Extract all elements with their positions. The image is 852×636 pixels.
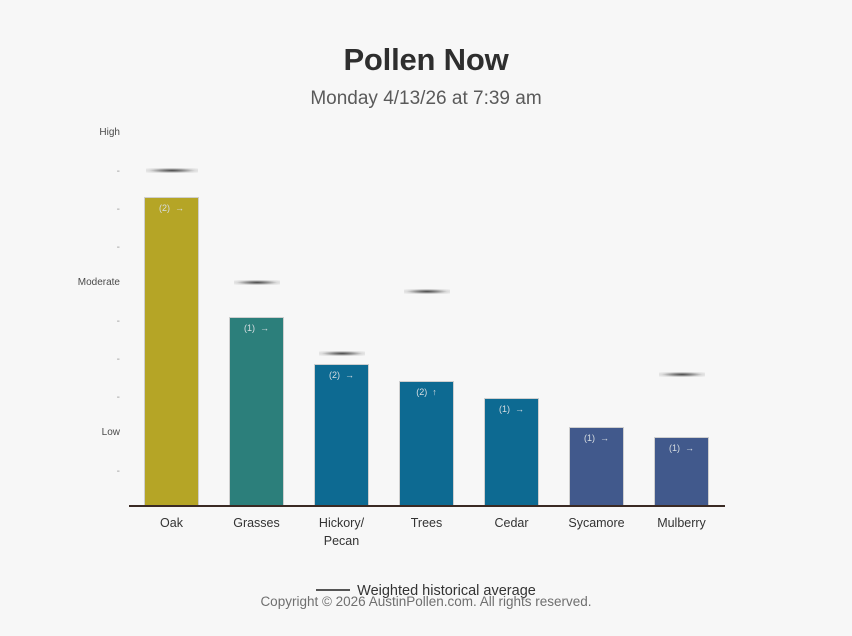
trend-arrow-icon: → (260, 323, 269, 333)
x-axis-category-label: Sycamore (568, 516, 625, 530)
historical-average-marker (658, 372, 705, 377)
x-axis-category-label: Hickory/Pecan (318, 516, 365, 548)
historical-average-marker (403, 289, 450, 294)
bar-trees[interactable]: (2) ↑ (399, 381, 454, 506)
y-axis: High - - - Moderate - - - Low - (0, 0, 123, 636)
bar-value-label: (1) → (485, 404, 538, 414)
bar-value-label: (2) → (145, 203, 198, 213)
legend-label: Weighted historical average (357, 583, 536, 600)
bar-grasses[interactable]: (1) → (229, 317, 284, 506)
x-axis-category-label: Cedar (494, 516, 529, 530)
historical-average-marker (145, 168, 198, 173)
trend-arrow-icon: ↑ (432, 387, 437, 397)
trend-arrow-icon: → (685, 443, 694, 453)
bar-cedar[interactable]: (1) → (484, 398, 539, 506)
bar-value: (2) (159, 203, 170, 213)
x-axis-category-label-line2: Pecan (323, 534, 360, 548)
trend-arrow-icon: → (175, 203, 184, 213)
bar-value: (2) (329, 370, 340, 380)
y-axis-tick: - (116, 166, 120, 177)
line-marker-icon (316, 588, 351, 591)
y-axis-tick: - (116, 466, 120, 477)
y-axis-tick: - (116, 316, 120, 327)
y-axis-level-label: High (99, 127, 120, 138)
bar-sycamore[interactable]: (1) → (569, 427, 624, 506)
historical-average-marker (233, 280, 280, 285)
legend: Weighted historical average (0, 583, 852, 599)
y-axis-level-label: Low (101, 427, 120, 438)
bar-mulberry[interactable]: (1) → (654, 437, 709, 506)
historical-average-marker (318, 351, 365, 356)
bar-oak[interactable]: (2) → (144, 197, 199, 506)
trend-arrow-icon: → (515, 404, 524, 414)
y-axis-tick: - (116, 392, 120, 403)
bar-value: (1) (584, 433, 595, 443)
y-axis-level-label: Moderate (77, 277, 120, 288)
x-axis-category-label: Trees (410, 516, 443, 530)
page-title: Pollen Now (343, 42, 509, 77)
x-axis-category-label: Grasses (233, 516, 280, 530)
trend-arrow-icon: → (345, 370, 354, 380)
bar-value-label: (1) → (230, 323, 283, 333)
y-axis-tick: - (116, 204, 120, 215)
bar-value-label: (1) → (570, 433, 623, 443)
bar-value-label: (1) → (655, 443, 708, 453)
trend-arrow-icon: → (600, 433, 609, 443)
x-axis-category-label: Mulberry (657, 516, 706, 530)
y-axis-tick: - (116, 242, 120, 253)
bar-value: (2) (416, 387, 428, 397)
bar-value-label: (2) → (315, 370, 368, 380)
bar-value: (1) (669, 443, 680, 453)
x-axis-category-label: Oak (160, 516, 183, 530)
bar-value: (1) (244, 323, 255, 333)
bar-value-label: (2) ↑ (400, 387, 453, 397)
copyright-footer: Copyright © 2026 AustinPollen.com. All r… (260, 594, 592, 609)
x-axis-baseline (129, 505, 725, 507)
bar-hickory[interactable]: (2) → (314, 364, 369, 506)
page-subtitle: Monday 4/13/26 at 7:39 am (310, 88, 542, 109)
bar-value: (1) (499, 404, 510, 414)
y-axis-tick: - (116, 354, 120, 365)
